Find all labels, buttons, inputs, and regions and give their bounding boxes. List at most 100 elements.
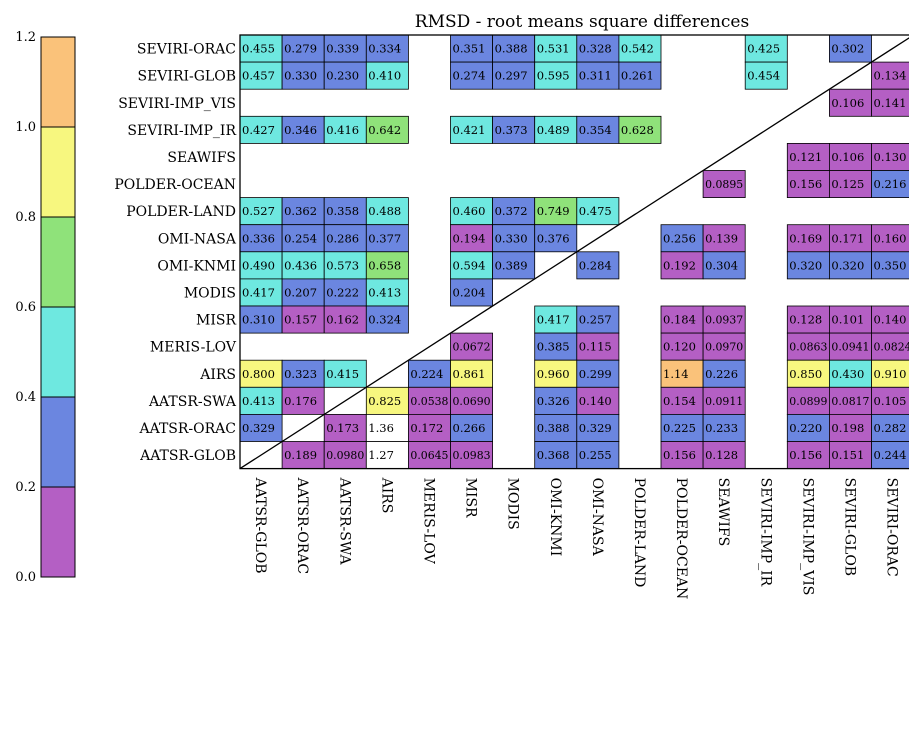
column-label: AATSR-GLOB <box>252 477 268 574</box>
heatmap-cell <box>660 305 704 334</box>
row-label: AATSR-ORAC <box>139 421 237 437</box>
heatmap-cell <box>829 413 872 442</box>
cell-value-label: 0.351 <box>453 42 486 56</box>
cell-value-label: 0.417 <box>242 285 275 299</box>
heatmap-cell <box>281 61 325 90</box>
cell-value-label: 0.257 <box>579 313 612 327</box>
heatmap-cell <box>618 61 662 90</box>
cell-value-label: 0.457 <box>242 69 275 83</box>
cell-value-label: 0.101 <box>831 313 864 327</box>
heatmap-cell <box>323 359 367 388</box>
heatmap-cell <box>871 170 909 199</box>
cell-value-label: 0.172 <box>410 421 443 435</box>
cell-value-label: 0.160 <box>874 231 907 245</box>
cell-value-label: 0.324 <box>368 313 401 327</box>
cell-value-label: 0.128 <box>705 448 738 462</box>
cell-value-label: 0.225 <box>663 421 696 435</box>
cell-value-label: 0.266 <box>453 421 486 435</box>
cell-value-label: 0.800 <box>242 367 275 381</box>
heatmap-cell <box>660 359 704 388</box>
cell-value-label: 0.282 <box>874 421 907 435</box>
heatmap-cell <box>871 332 909 361</box>
column-label: MERIS-LOV <box>420 478 436 565</box>
cell-value-label: 0.372 <box>495 204 528 218</box>
cell-value-label: 0.328 <box>579 42 612 56</box>
row-label: SEVIRI-IMP_IR <box>127 123 236 139</box>
cell-value-label: 0.326 <box>537 394 570 408</box>
cell-value-label: 0.220 <box>789 421 822 435</box>
heatmap-cell <box>534 359 578 388</box>
heatmap-cell <box>871 359 909 388</box>
cell-value-label: 0.339 <box>326 42 359 56</box>
row-label: AATSR-SWA <box>148 394 237 410</box>
heatmap-cell <box>281 278 325 307</box>
heatmap-cell <box>702 441 746 470</box>
heatmap-cell <box>786 413 830 442</box>
heatmap-cell <box>786 441 830 470</box>
heatmap-cell <box>365 413 409 442</box>
heatmap-cell <box>829 441 872 470</box>
colorbar-tick-label: 0.6 <box>15 300 36 315</box>
heatmap-cell <box>534 305 578 334</box>
cell-value-label: 0.176 <box>284 394 317 408</box>
cell-value-label: 0.121 <box>789 150 822 164</box>
heatmap-cell <box>281 359 325 388</box>
column-label: MODIS <box>505 478 521 530</box>
heatmap-cell <box>660 224 704 253</box>
cell-value-label: 0.0941 <box>831 340 869 354</box>
cell-value-label: 0.455 <box>242 42 275 56</box>
cell-value-label: 0.169 <box>789 231 822 245</box>
column-labels: AATSR-GLOB AATSR-ORAC AATSR-SWA AIRS MERIS-L… <box>252 477 900 600</box>
cell-value-label: 0.274 <box>453 69 486 83</box>
cell-value-label: 0.256 <box>663 231 696 245</box>
row-label: OMI-KNMI <box>157 258 236 274</box>
colorbar-tick-label: 1.0 <box>15 120 36 135</box>
diagonal-line <box>239 37 909 470</box>
heatmap-cell <box>871 441 909 470</box>
cell-value-label: 0.230 <box>326 69 359 83</box>
heatmap-cell <box>450 441 493 470</box>
heatmap-cell <box>576 197 620 226</box>
heatmap-cell <box>660 251 704 280</box>
cell-value-label: 0.910 <box>874 367 907 381</box>
cell-value-label: 0.436 <box>284 258 317 272</box>
column-label: SEVIRI-GLOB <box>841 478 857 576</box>
cell-value-label: 0.531 <box>537 42 570 56</box>
cell-value-label: 0.0895 <box>705 177 743 191</box>
cell-value-label: 0.286 <box>326 231 359 245</box>
cell-value-label: 0.204 <box>453 285 486 299</box>
heatmap-frame <box>239 34 909 470</box>
heatmap-cells: 0.455 0.279 0.339 0.334 0.351 0.388 0.531 0.328… <box>239 34 909 470</box>
cell-value-label: 0.261 <box>621 69 654 83</box>
column-label: POLDER-LAND <box>631 478 647 588</box>
cell-value-label: 0.388 <box>495 42 528 56</box>
heatmap-cell <box>786 386 830 415</box>
cell-value-label: 0.542 <box>621 42 654 56</box>
cell-value-label: 0.157 <box>284 313 317 327</box>
row-label: SEVIRI-GLOB <box>138 69 237 85</box>
heatmap-cell <box>576 359 620 388</box>
cell-value-label: 0.106 <box>831 96 864 110</box>
row-label: MERIS-LOV <box>150 340 237 356</box>
heatmap-cell <box>365 197 409 226</box>
cell-value-label: 0.120 <box>663 340 696 354</box>
heatmap-cell <box>365 224 409 253</box>
cell-value-label: 0.299 <box>579 367 612 381</box>
cell-value-label: 0.861 <box>453 367 486 381</box>
heatmap-cell <box>534 197 578 226</box>
heatmap-cell <box>450 278 493 307</box>
cell-value-label: 0.216 <box>874 177 907 191</box>
heatmap-cell <box>829 224 872 253</box>
column-label: MISR <box>463 478 479 518</box>
cell-value-label: 0.0645 <box>410 448 448 462</box>
heatmap-cell <box>702 413 746 442</box>
colorbar-tick-label: 0.8 <box>15 210 36 225</box>
heatmap-cell <box>323 197 367 226</box>
heatmap-cell <box>450 332 493 361</box>
heatmap-cell <box>365 441 409 470</box>
cell-value-label: 0.825 <box>368 394 401 408</box>
column-label: SEVIRI-IMP_IR <box>757 478 773 587</box>
column-label: OMI-NASA <box>589 478 605 557</box>
cell-value-label: 1.14 <box>663 367 689 381</box>
